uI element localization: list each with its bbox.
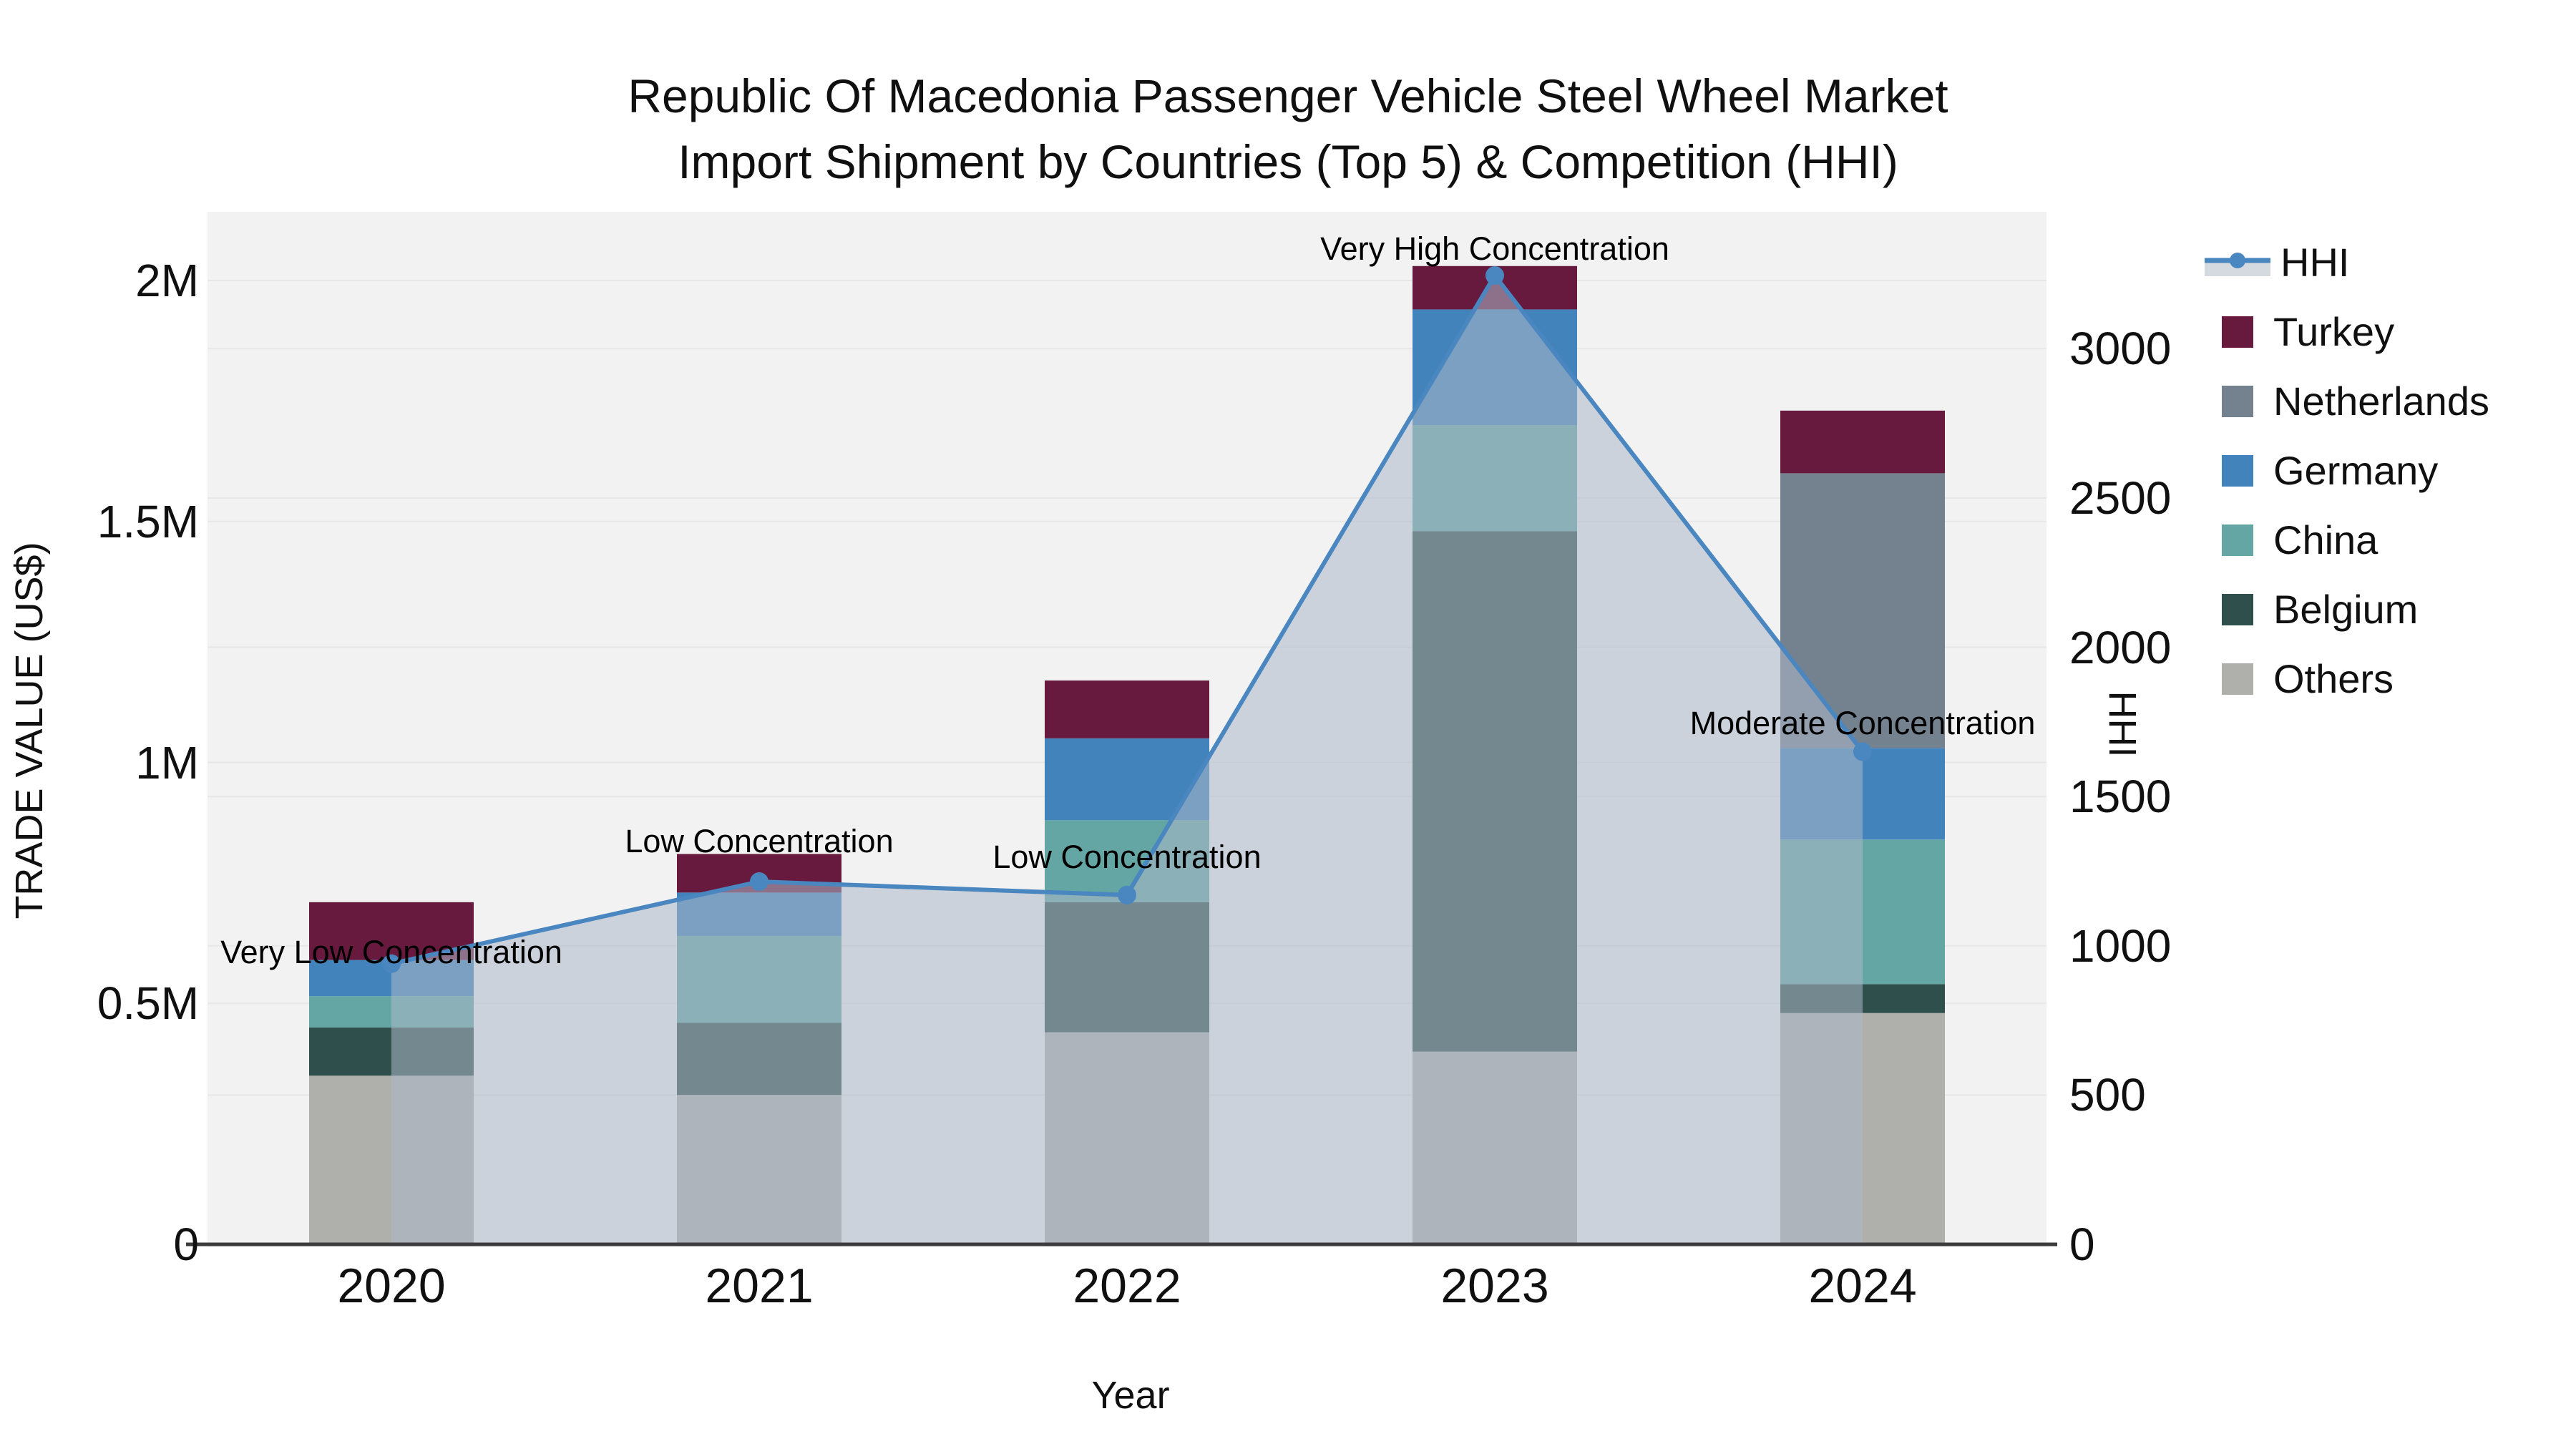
legend-label: Netherlands <box>2273 379 2489 424</box>
y-left-tick-0: 0 <box>173 1219 199 1270</box>
chart-title-line1: Republic Of Macedonia Passenger Vehicle … <box>628 69 1948 122</box>
y-left-tick-1M: 1M <box>135 736 199 789</box>
legend-item-hhi[interactable]: HHI <box>2205 228 2489 297</box>
legend-swatch-others <box>2222 663 2253 695</box>
y-right-tick-1000: 1000 <box>2069 919 2172 972</box>
hhi-area-fill <box>391 275 1863 1245</box>
legend-item-belgium[interactable]: Belgium <box>2222 575 2489 644</box>
y-right-tick-500: 500 <box>2069 1069 2146 1121</box>
legend-label: Turkey <box>2273 309 2395 354</box>
y-left-tick-1.5M: 1.5M <box>97 495 199 547</box>
legend-item-netherlands[interactable]: Netherlands <box>2222 366 2489 436</box>
chart-title: Republic Of Macedonia Passenger Vehicle … <box>0 63 2576 195</box>
annotation-2024: Moderate Concentration <box>1689 704 2036 741</box>
chart-title-line2: Import Shipment by Countries (Top 5) & C… <box>678 135 1898 188</box>
legend-label: Belgium <box>2273 587 2419 632</box>
x-tick-2021: 2021 <box>705 1259 814 1313</box>
y-left-tick-2M: 2M <box>135 255 199 306</box>
annotation-2023: Very High Concentration <box>1320 230 1669 268</box>
hhi-marker-2020[interactable] <box>382 954 401 973</box>
chart-svg <box>186 265 2057 1246</box>
x-tick-2024: 2024 <box>1808 1259 1917 1313</box>
hhi-marker-2024[interactable] <box>1853 742 1872 761</box>
y-right-tick-1500: 1500 <box>2069 771 2172 823</box>
legend-item-turkey[interactable]: Turkey <box>2222 297 2489 366</box>
annotation-2022: Low Concentration <box>992 838 1262 875</box>
y-left-tick-0.5M: 0.5M <box>97 977 199 1030</box>
y-right-tick-0: 0 <box>2069 1219 2095 1270</box>
annotation-2020: Very Low Concentration <box>220 933 562 970</box>
hhi-marker-2021[interactable] <box>750 872 769 892</box>
legend-label: HHI <box>2280 240 2350 285</box>
legend-label: Others <box>2273 656 2394 701</box>
plot-area <box>186 212 2057 1246</box>
y-axis-left-title: TRADE VALUE (US$) <box>8 542 51 919</box>
legend-swatch-turkey <box>2222 316 2253 348</box>
legend-label: China <box>2273 517 2379 562</box>
y-right-tick-2000: 2000 <box>2069 621 2172 673</box>
x-axis-title: Year <box>1091 1374 1170 1417</box>
x-tick-2020: 2020 <box>337 1259 446 1313</box>
bar-segment-turkey-2022[interactable] <box>1045 680 1209 738</box>
y-axis-right-title: HHI <box>2101 691 2144 758</box>
legend-swatch-belgium <box>2222 593 2253 625</box>
legend-item-others[interactable]: Others <box>2222 644 2489 713</box>
x-tick-2022: 2022 <box>1073 1259 1181 1313</box>
bar-segment-turkey-2024[interactable] <box>1780 410 1945 474</box>
legend-swatch-germany <box>2222 454 2253 487</box>
legend-label: Germany <box>2273 448 2439 493</box>
annotation-2021: Low Concentration <box>625 823 894 860</box>
y-right-tick-3000: 3000 <box>2069 323 2172 375</box>
hhi-marker-2023[interactable] <box>1485 266 1504 286</box>
legend-item-germany[interactable]: Germany <box>2222 436 2489 505</box>
legend-item-china[interactable]: China <box>2222 505 2489 575</box>
legend-swatch-netherlands <box>2222 385 2253 417</box>
legend: HHI Turkey Netherlands Germany China Belgium O… <box>2205 228 2489 713</box>
legend-swatch-china <box>2222 524 2253 556</box>
y-right-tick-2500: 2500 <box>2069 472 2172 524</box>
hhi-legend-glyph-icon <box>2205 252 2270 276</box>
x-tick-2023: 2023 <box>1440 1259 1549 1313</box>
hhi-marker-2022[interactable] <box>1118 885 1136 904</box>
